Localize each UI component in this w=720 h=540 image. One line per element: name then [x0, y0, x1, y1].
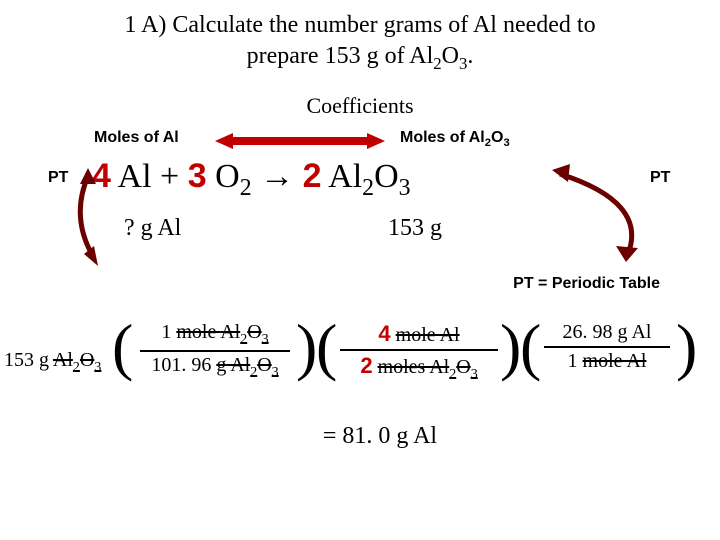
- title-line1: 1 A) Calculate the number grams of Al ne…: [124, 12, 595, 38]
- start-al: Al: [53, 349, 73, 371]
- start-o: O: [80, 349, 94, 371]
- paren-3-close: ): [676, 315, 697, 379]
- eq-o2-sub: 2: [240, 175, 252, 201]
- coef-2: 2: [303, 157, 322, 195]
- pt-legend: PT = Periodic Table: [0, 275, 720, 293]
- f1-top-al: Al: [220, 321, 240, 343]
- f1-bot-strike: g Al2O3: [216, 354, 278, 376]
- f2-bot-sub3: 3: [471, 367, 478, 382]
- problem-title: 1 A) Calculate the number grams of Al ne…: [0, 0, 720, 75]
- pt-left-label: PT: [48, 169, 68, 187]
- f1-bot-o: O: [257, 354, 271, 376]
- calculation-row: 153 g Al2O3 ( 1 mole Al2O3 101. 96 g Al2…: [0, 321, 720, 411]
- frac2-bot: 2 moles Al2O3: [340, 353, 498, 383]
- f2-bot-2: 2: [360, 353, 372, 378]
- start-sub2: 2: [73, 360, 80, 375]
- f1-top-o: O: [247, 321, 261, 343]
- double-arrow-icon: [215, 133, 385, 149]
- eq-al2o3-b: O: [374, 158, 399, 195]
- paren-2-open: (: [316, 315, 337, 379]
- f1-bot-num: 101. 96: [151, 354, 216, 376]
- eq-al2o3-sub3: 3: [399, 175, 411, 201]
- moles-row: Moles of Al Moles of Al2O3: [0, 127, 720, 157]
- frac3-top: 26. 98 g Al: [544, 321, 670, 344]
- f1-top-mole: mole: [176, 321, 220, 343]
- f1-bot-sub3: 3: [272, 365, 279, 380]
- fraction-1: 1 mole Al2O3 101. 96 g Al2O3: [140, 321, 290, 381]
- title-line2a: prepare 153 g of Al: [247, 43, 434, 69]
- title-sub2: 2: [433, 54, 441, 73]
- eq-al-plus: Al +: [111, 158, 188, 195]
- frac3-bot: 1 mole Al: [544, 350, 670, 373]
- f3-bot-1: 1: [568, 350, 583, 372]
- start-al2o3-strike: Al2O3: [53, 349, 101, 371]
- chemical-equation: 4 Al + 3 O2 → 2 Al2O3: [92, 157, 411, 202]
- frac1-bot: 101. 96 g Al2O3: [140, 354, 290, 381]
- moles-of-al2o3-label: Moles of Al2O3: [400, 129, 510, 149]
- fraction-3: 26. 98 g Al 1 mole Al: [544, 321, 670, 373]
- f2-bot-o: O: [456, 356, 470, 378]
- given-153g: 153 g: [388, 215, 442, 242]
- frac2-line: [340, 349, 498, 351]
- eq-al2o3-sub2: 2: [362, 175, 374, 201]
- eq-o: O: [207, 158, 240, 195]
- fraction-2: 4 mole Al 2 moles Al2O3: [340, 321, 498, 383]
- f3-bot-moleal: mole Al: [583, 350, 647, 372]
- f2-bot-strike: moles Al2O3: [378, 356, 478, 378]
- f2-bot-molesal: moles Al: [378, 356, 450, 378]
- title-line2b: O: [442, 43, 459, 69]
- under-equation-row: ? g Al 153 g: [0, 213, 720, 253]
- eq-arrow: →: [252, 158, 303, 195]
- frac3-line: [544, 346, 670, 348]
- f1-bot-gal: g Al: [216, 354, 250, 376]
- paren-3-open: (: [520, 315, 541, 379]
- title-end: .: [467, 43, 473, 69]
- paren-1-open: (: [112, 315, 133, 379]
- f2-top-moleal: mole Al: [396, 324, 460, 346]
- f1-top-strike: mole Al2O3: [176, 321, 268, 343]
- f1-top-1: 1: [161, 321, 176, 343]
- frac2-top: 4 mole Al: [340, 321, 498, 347]
- moles-al2o3-sub3: 3: [503, 137, 509, 149]
- start-153g: 153 g: [4, 349, 53, 371]
- coefficients-label: Coefficients: [0, 93, 720, 119]
- question-grams-al: ? g Al: [124, 215, 181, 242]
- frac1-line: [140, 350, 290, 352]
- eq-al2o3-a: Al: [322, 158, 363, 195]
- result: = 81. 0 g Al: [0, 423, 720, 450]
- moles-of-al-label: Moles of Al: [94, 129, 179, 147]
- start-sub3: 3: [94, 360, 101, 375]
- paren-2-close: ): [500, 315, 521, 379]
- starting-quantity: 153 g Al2O3: [4, 349, 101, 376]
- moles-al2o3-a: Moles of Al: [400, 129, 485, 146]
- coef-3: 3: [188, 157, 207, 195]
- paren-1-close: ): [296, 315, 317, 379]
- frac1-top: 1 mole Al2O3: [140, 321, 290, 348]
- f2-top-4: 4: [378, 321, 390, 346]
- f1-top-sub3: 3: [262, 332, 269, 347]
- moles-al2o3-b: O: [491, 129, 503, 146]
